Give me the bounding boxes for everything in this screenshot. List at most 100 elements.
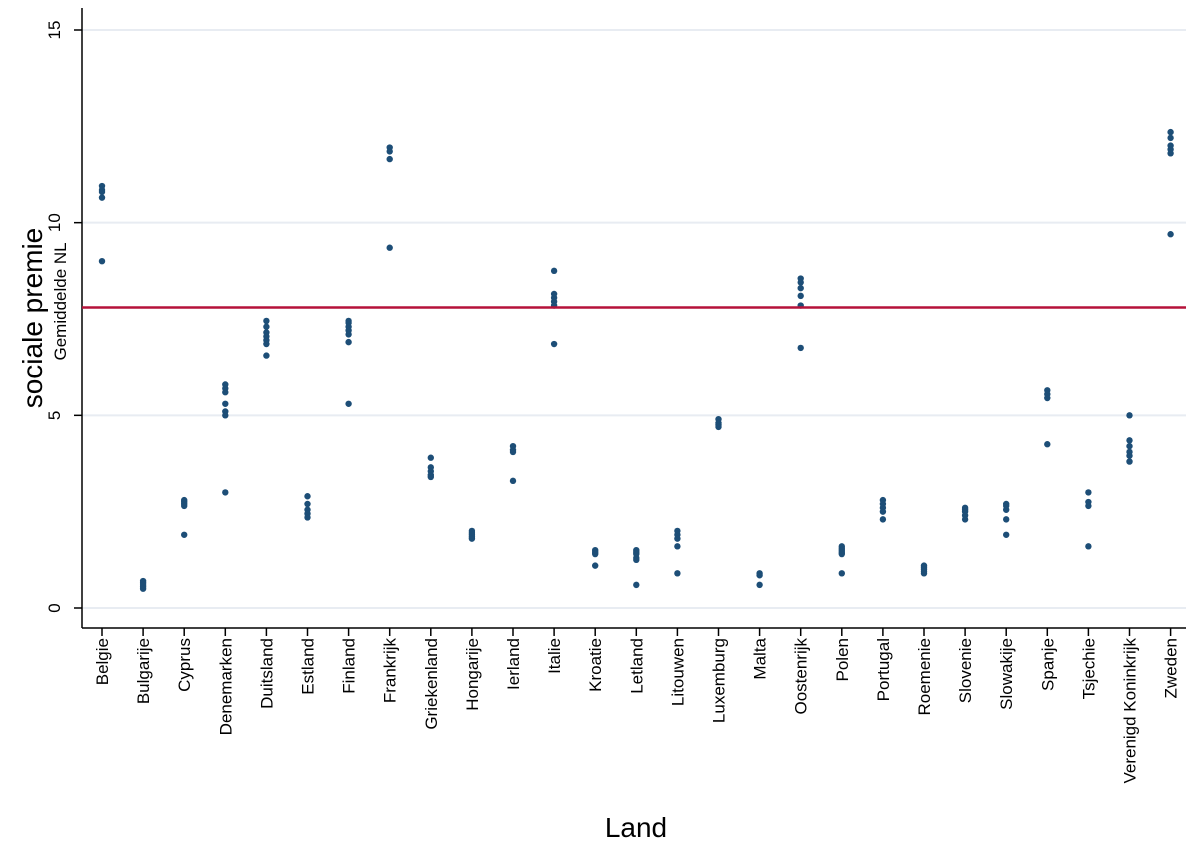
data-point bbox=[386, 244, 393, 251]
data-point bbox=[345, 331, 352, 338]
data-point bbox=[550, 267, 558, 275]
x-tick-label: Zweden bbox=[1162, 638, 1181, 698]
x-axis: Belgie Bulgarije Cyprus Denemarken Duitsland… bbox=[82, 627, 1186, 784]
y-axis: 0 5 10 15 bbox=[45, 8, 83, 628]
x-tick-label: Oostenrijk bbox=[792, 638, 811, 715]
x-tick-label: Letland bbox=[627, 638, 646, 694]
x-tick-label: Belgie bbox=[93, 638, 112, 685]
x-tick-label: Slowakije bbox=[997, 638, 1016, 710]
data-point bbox=[1003, 516, 1010, 523]
x-tick-label: Duitsland bbox=[257, 638, 276, 709]
data-point bbox=[633, 556, 640, 564]
data-point bbox=[756, 581, 763, 589]
data-point bbox=[263, 323, 270, 330]
data-point bbox=[304, 493, 311, 500]
data-point bbox=[509, 477, 517, 485]
x-tick-label: Finland bbox=[340, 638, 359, 694]
x-tick-label: Malta bbox=[751, 637, 770, 679]
data-point bbox=[592, 562, 599, 569]
data-point bbox=[1044, 441, 1051, 448]
data-point bbox=[1085, 489, 1092, 496]
data-point bbox=[427, 454, 434, 461]
data-point bbox=[98, 194, 106, 201]
data-point bbox=[181, 502, 188, 510]
reference-line: Gemiddelde NL bbox=[51, 242, 1186, 361]
data-point bbox=[879, 508, 887, 515]
y-tick-label: 10 bbox=[45, 213, 64, 232]
data-point bbox=[756, 572, 763, 579]
data-point bbox=[879, 516, 887, 523]
data-point bbox=[838, 550, 845, 558]
data-point bbox=[1085, 502, 1092, 510]
data-point bbox=[263, 317, 270, 325]
data-point bbox=[674, 543, 681, 550]
data-point bbox=[1044, 394, 1051, 402]
data-point bbox=[1003, 531, 1010, 538]
x-axis-title: Land bbox=[605, 812, 667, 843]
y-tick-label: 15 bbox=[45, 21, 64, 40]
x-tick-label: Spanje bbox=[1038, 638, 1057, 691]
gridlines bbox=[82, 29, 1186, 609]
data-point bbox=[222, 400, 229, 407]
data-point bbox=[1167, 231, 1174, 238]
data-point bbox=[715, 423, 722, 431]
x-tick-label: Estland bbox=[299, 638, 318, 695]
data-point bbox=[1126, 458, 1133, 465]
data-point bbox=[797, 284, 804, 292]
data-point bbox=[797, 292, 804, 300]
x-tick-label: Cyprus bbox=[175, 638, 194, 692]
data-point bbox=[468, 535, 476, 542]
data-point bbox=[1126, 452, 1133, 459]
x-tick-label: Tsjechie bbox=[1079, 638, 1098, 699]
data-point bbox=[1126, 412, 1133, 419]
y-axis-title: sociale premie bbox=[17, 228, 48, 409]
y-tick-label: 0 bbox=[45, 603, 64, 612]
data-point bbox=[345, 338, 352, 346]
data-point bbox=[304, 500, 311, 508]
data-point bbox=[592, 550, 599, 558]
x-tick-label: Roemenie bbox=[915, 638, 934, 716]
data-point bbox=[838, 570, 845, 577]
x-tick-label: Kroatie bbox=[586, 638, 605, 692]
data-point bbox=[222, 389, 229, 396]
data-point bbox=[222, 412, 229, 419]
data-point bbox=[674, 570, 681, 577]
data-points bbox=[98, 128, 1174, 592]
data-point bbox=[920, 570, 928, 577]
x-tick-label: Denemarken bbox=[216, 638, 235, 735]
data-point bbox=[98, 188, 106, 196]
data-point bbox=[1003, 506, 1010, 513]
x-tick-label: Italie bbox=[545, 638, 564, 674]
data-point bbox=[98, 258, 106, 265]
x-tick-label: Portugal bbox=[874, 638, 893, 701]
data-point bbox=[674, 535, 681, 542]
data-point bbox=[1167, 150, 1174, 157]
data-point bbox=[1126, 437, 1133, 444]
data-point bbox=[181, 531, 188, 538]
data-point bbox=[386, 155, 393, 163]
y-tick-label: 5 bbox=[45, 411, 64, 420]
x-tick-label: Luxemburg bbox=[710, 638, 729, 723]
data-point bbox=[509, 448, 517, 456]
data-point bbox=[139, 585, 147, 592]
data-point bbox=[427, 473, 434, 481]
x-tick-label: Hongarije bbox=[463, 638, 482, 711]
reference-line-label: Gemiddelde NL bbox=[51, 242, 70, 360]
data-point bbox=[304, 514, 311, 521]
data-point bbox=[797, 279, 804, 286]
data-point bbox=[345, 400, 352, 407]
data-point bbox=[1167, 128, 1174, 136]
x-tick-label: Frankrijk bbox=[381, 638, 400, 704]
data-point bbox=[1085, 543, 1092, 550]
data-point bbox=[550, 340, 558, 348]
x-tick-label: Griekenland bbox=[422, 638, 441, 730]
x-tick-label: Bulgarije bbox=[134, 638, 153, 704]
data-point bbox=[797, 344, 804, 352]
data-point bbox=[1126, 442, 1133, 450]
data-point bbox=[263, 352, 270, 359]
data-point bbox=[222, 489, 229, 496]
data-point bbox=[263, 340, 270, 348]
x-tick-label: Ierland bbox=[504, 638, 523, 690]
x-tick-label: Litouwen bbox=[668, 638, 687, 706]
